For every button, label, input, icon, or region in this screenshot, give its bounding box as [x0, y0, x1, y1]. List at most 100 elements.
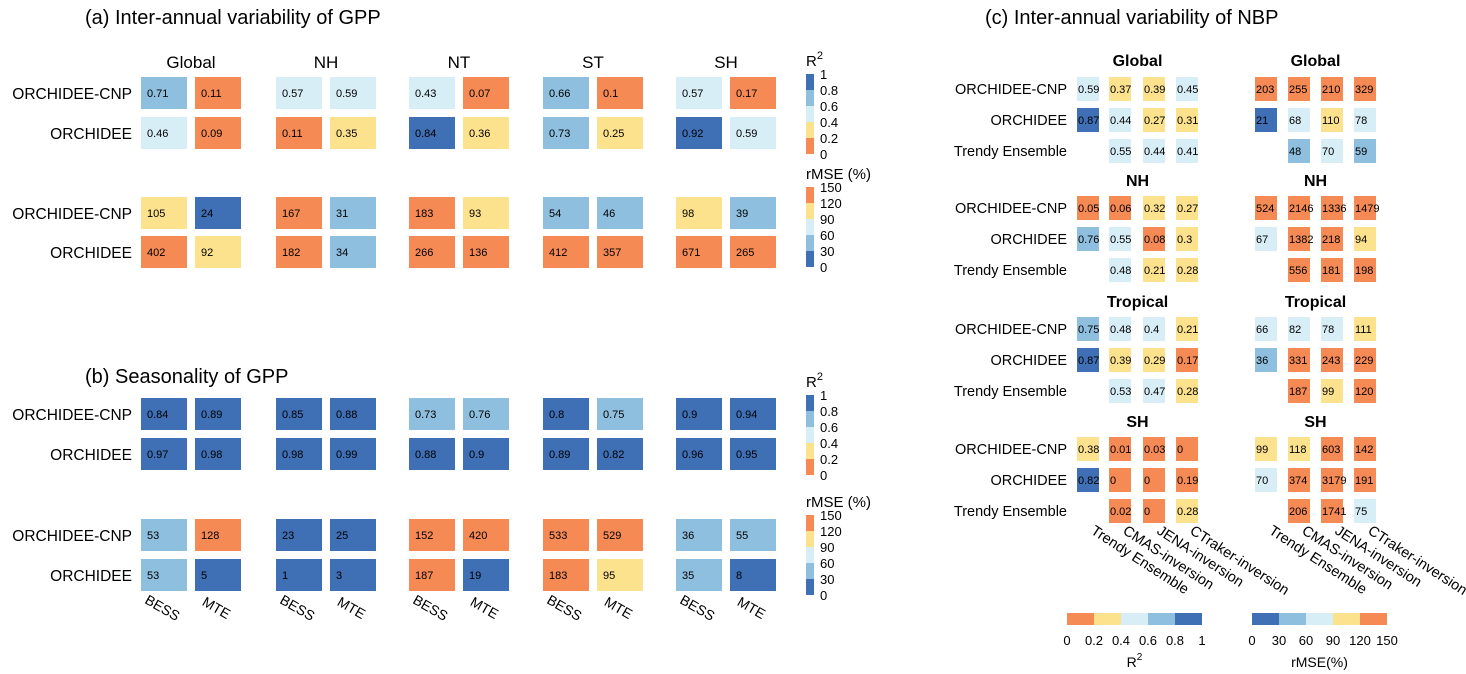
cell-value-label: 0.1	[603, 88, 618, 100]
heatmap-cell	[409, 398, 455, 430]
row-label: ORCHIDEE-CNP	[955, 442, 1067, 458]
heatmap-cell	[1143, 468, 1165, 492]
cell-value-label: 82	[1289, 324, 1301, 336]
cell-value-label: 0.28	[1177, 386, 1198, 398]
heatmap-cell	[543, 236, 589, 268]
heatmap-cell	[195, 398, 241, 430]
heatmap-cell	[1255, 77, 1277, 101]
cell-value-label: 402	[147, 247, 165, 259]
legend-swatch	[1121, 613, 1148, 625]
legend-title: rMSE(%)	[1291, 654, 1348, 670]
panel-b-title: (b) Seasonality of GPP	[85, 366, 288, 388]
legend-tick-label: 120	[820, 196, 842, 211]
heatmap-cell	[1176, 227, 1198, 251]
cell-value-label: 36	[682, 530, 694, 542]
cell-value-label: 31	[336, 208, 348, 220]
heatmap-cell	[1255, 108, 1277, 132]
heatmap-cell	[1176, 139, 1198, 163]
column-label: MTE	[735, 593, 769, 622]
legend-c-rmse: 0 30 60 90 120 150 rMSE(%)	[1248, 613, 1398, 670]
cell-value-label: 331	[1289, 355, 1307, 367]
column-label: MTE	[468, 593, 502, 622]
cell-value-label: 120	[1355, 386, 1373, 398]
row-label: ORCHIDEE-CNP	[955, 82, 1067, 98]
legend-swatch	[806, 459, 814, 475]
column-label: BESS	[277, 591, 317, 624]
column-label: MTE	[602, 593, 636, 622]
heatmap-cell	[1321, 108, 1343, 132]
cell-value-label: 0.3	[1177, 234, 1192, 246]
region-label: SH	[1304, 414, 1326, 431]
cell-value-label: 0.89	[201, 409, 222, 421]
row-label: ORCHIDEE	[990, 353, 1067, 369]
cell-value-label: 556	[1289, 265, 1307, 277]
heatmap-cell	[1109, 77, 1131, 101]
legend-tick-label: 0.2	[820, 452, 838, 467]
heatmap-cell	[1354, 227, 1376, 251]
cell-value-label: 0.73	[415, 409, 436, 421]
heatmap-cell	[195, 77, 241, 109]
heatmap-cell	[141, 117, 187, 149]
cell-value-label: 0.8	[549, 409, 564, 421]
heatmap-cell	[543, 77, 589, 109]
row-label: ORCHIDEE-CNP	[12, 407, 132, 424]
cell-value-label: 0.57	[282, 88, 303, 100]
cell-value-label: 374	[1289, 475, 1307, 487]
heatmap-cell	[730, 197, 776, 229]
heatmap-cell	[463, 559, 509, 591]
cell-value-label: 66	[1256, 324, 1268, 336]
heatmap-cell	[463, 438, 509, 470]
cell-value-label: 0.39	[1144, 84, 1165, 96]
row-label: Trendy Ensemble	[954, 384, 1067, 400]
heatmap-cell	[463, 398, 509, 430]
heatmap-cell	[276, 398, 322, 430]
heatmap-cell	[1077, 196, 1099, 220]
heatmap-cell	[1109, 317, 1131, 341]
heatmap-cell	[1109, 196, 1131, 220]
cell-value-label: 0.17	[1177, 355, 1198, 367]
legend-title: R2	[1127, 652, 1143, 670]
region-label: Global	[166, 53, 215, 72]
heatmap-cell	[1288, 77, 1310, 101]
cell-value-label: 0.46	[147, 128, 168, 140]
heatmap-cell	[1176, 437, 1198, 461]
cell-value-label: 0.87	[1078, 115, 1099, 127]
heatmap-cell	[1109, 499, 1131, 523]
cell-value-label: 0.94	[736, 409, 757, 421]
cell-value-label: 0.17	[736, 88, 757, 100]
heatmap-cell	[1288, 196, 1310, 220]
cell-value-label: 34	[336, 247, 348, 259]
legend-tick-label: 0	[820, 588, 827, 603]
cell-value-label: 420	[469, 530, 487, 542]
cell-value-label: 0.37	[1110, 84, 1131, 96]
legend-tick-label: 90	[820, 212, 834, 227]
heatmap-cell	[1077, 437, 1099, 461]
heatmap-cell	[1109, 468, 1131, 492]
cell-value-label: 0.32	[1144, 203, 1165, 215]
heatmap-cell	[463, 197, 509, 229]
heatmap-cell	[141, 77, 187, 109]
heatmap-cell	[676, 117, 722, 149]
cell-value-label: 1382	[1289, 234, 1313, 246]
legend-swatch	[1148, 613, 1175, 625]
legend-title: rMSE (%)	[806, 494, 871, 511]
c_r2-heatmap: Global 0.59 0.37 0.39 0.45 0.87 0.44 0.27 0.31 0.…	[1077, 53, 1198, 523]
cell-value-label: 0.44	[1144, 146, 1165, 158]
heatmap-cell	[1176, 499, 1198, 523]
heatmap-cell	[276, 438, 322, 470]
heatmap-cell	[330, 398, 376, 430]
cell-value-label: 78	[1322, 324, 1334, 336]
legend-tick-label: 60	[1299, 633, 1313, 648]
heatmap-cell	[1143, 108, 1165, 132]
cell-value-label: 99	[1256, 444, 1268, 456]
cell-value-label: 0.53	[1110, 386, 1131, 398]
heatmap-cell	[463, 117, 509, 149]
heatmap-cell	[1077, 108, 1099, 132]
heatmap-cell	[1321, 348, 1343, 372]
heatmap-cell	[1354, 348, 1376, 372]
heatmap-cell	[1321, 258, 1343, 282]
legend-swatch	[806, 515, 814, 531]
cell-value-label: 25	[336, 530, 348, 542]
legend-tick-label: 120	[1349, 633, 1371, 648]
cell-value-label: 0.84	[147, 409, 168, 421]
